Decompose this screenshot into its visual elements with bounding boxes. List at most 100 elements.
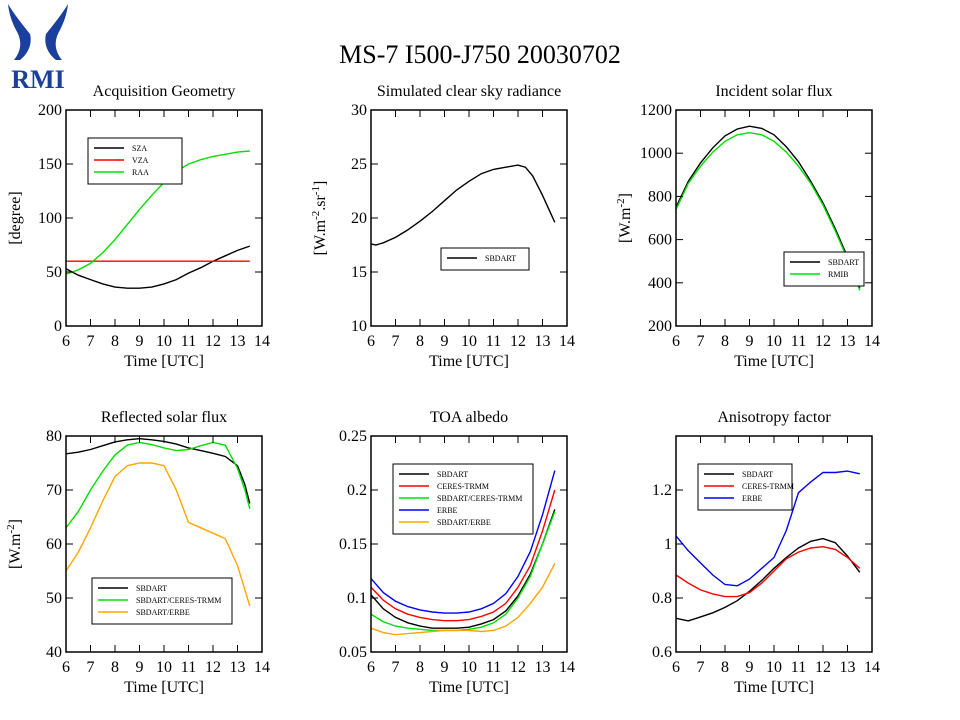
x-tick-label: 8	[416, 659, 424, 676]
y-tick-label: 1000	[640, 145, 672, 162]
x-tick-label: 8	[111, 659, 119, 676]
x-tick-label: 9	[441, 659, 449, 676]
y-axis-label-part: ]	[617, 193, 634, 198]
chart-title: Simulated clear sky radiance	[377, 83, 561, 100]
x-tick-label: 12	[510, 659, 526, 676]
x-tick-label: 7	[392, 333, 400, 350]
series-line-erbe	[676, 470, 860, 587]
y-axis-label-part: ]	[7, 519, 24, 524]
x-tick-label: 6	[672, 333, 680, 350]
x-tick-label: 14	[559, 333, 575, 350]
x-tick-label: 11	[181, 659, 196, 676]
x-tick-label: 9	[136, 333, 144, 350]
x-tick-label: 7	[392, 659, 400, 676]
x-tick-label: 11	[181, 333, 196, 350]
series-line-sbdart	[371, 509, 556, 629]
x-tick-label: 9	[441, 333, 449, 350]
legend-label: CERES-TRMM	[742, 482, 794, 491]
y-tick-label: 80	[46, 428, 62, 445]
series-line-sbdart	[371, 164, 556, 246]
y-tick-label: 0.2	[347, 482, 367, 499]
series-line-sza	[66, 245, 251, 289]
y-axis-label: [W.m-2.sr-1]	[310, 181, 329, 256]
y-tick-label: 10	[351, 318, 367, 335]
x-tick-label: 13	[535, 659, 551, 676]
y-tick-label: 30	[351, 102, 367, 119]
y-tick-label: 1	[664, 536, 672, 553]
page-title: MS-7 I500-J750 20030702	[339, 40, 621, 69]
y-tick-label: 1200	[640, 102, 672, 119]
legend-box	[783, 251, 865, 287]
y-tick-label: 1.2	[652, 482, 672, 499]
legend-box	[91, 577, 233, 625]
y-axis-label-part: .sr	[312, 195, 329, 211]
rmi-logo: RMI	[8, 4, 68, 92]
y-axis-label-part: [W.m	[7, 533, 24, 569]
series-line-sbdart-erbe	[371, 563, 556, 636]
x-tick-label: 14	[864, 333, 880, 350]
series-line-sbdart	[676, 537, 861, 622]
y-tick-label: 200	[648, 318, 672, 335]
series-line-sbdart	[676, 125, 861, 289]
legend-label: SBDART	[485, 254, 516, 263]
x-tick-label: 13	[840, 659, 856, 676]
y-tick-label: 50	[46, 264, 62, 281]
legend-label: SBDART/CERES-TRMM	[437, 494, 522, 503]
x-tick-label: 11	[791, 333, 806, 350]
x-tick-label: 9	[746, 333, 754, 350]
legend-box	[87, 137, 183, 185]
x-axis-label: Time [UTC]	[429, 353, 509, 370]
x-tick-label: 14	[559, 659, 575, 676]
x-tick-label: 13	[840, 333, 856, 350]
legend-label: VZA	[132, 156, 149, 165]
y-tick-label: 0	[54, 318, 62, 335]
chart-incident-solar-flux: Incident solar flux 6 7 8 9 10 11 12 13 14 200 400 6…	[615, 83, 880, 370]
x-tick-label: 12	[205, 659, 221, 676]
x-tick-label: 10	[461, 333, 477, 350]
series-line-sbdart-erbe	[66, 462, 251, 607]
chart-acquisition-geometry: Acquisition Geometry 6 7 8 9 10 11 12 13 14 0 50 100…	[7, 83, 270, 370]
y-tick-label: 0.8	[652, 590, 672, 607]
x-tick-label: 7	[697, 333, 705, 350]
x-axis-label: Time [UTC]	[734, 679, 814, 696]
legend-label: SBDART	[828, 258, 859, 267]
plot-frame	[370, 109, 568, 327]
chart-anisotropy-factor: Anisotropy factor 6 7 8 9 10 11 12 13 14 0.6 0.8 1 1.…	[652, 409, 880, 696]
y-axis-label: [W.m-2]	[5, 519, 24, 569]
x-tick-label: 13	[230, 333, 246, 350]
chart-title: Incident solar flux	[715, 83, 832, 100]
x-tick-label: 10	[766, 333, 782, 350]
x-tick-label: 14	[254, 333, 270, 350]
y-axis-label-part: -2	[5, 524, 17, 533]
y-tick-label: 100	[38, 210, 62, 227]
chart-clear-sky-radiance: Simulated clear sky radiance 6 7 8 9 10 11 12 13…	[310, 83, 575, 370]
x-tick-label: 8	[416, 333, 424, 350]
logo-emblem-right	[45, 4, 68, 60]
y-axis-label-part: ]	[312, 181, 329, 186]
legend-label: SBDART	[437, 470, 468, 479]
y-axis-label-part: [W.m	[617, 207, 634, 243]
x-tick-label: 13	[535, 333, 551, 350]
x-tick-label: 12	[510, 333, 526, 350]
x-tick-label: 11	[486, 333, 501, 350]
chart-title: Anisotropy factor	[717, 409, 831, 426]
y-tick-label: 600	[648, 232, 672, 249]
y-axis-label-part: -1	[310, 186, 322, 195]
x-tick-label: 10	[156, 333, 172, 350]
y-tick-label: 50	[46, 590, 62, 607]
x-tick-label: 8	[721, 659, 729, 676]
series-line-sbdart	[66, 437, 251, 504]
x-tick-label: 14	[864, 659, 880, 676]
legend-label: SBDART/CERES-TRMM	[136, 596, 221, 605]
chart-reflected-solar-flux: Reflected solar flux 6 7 8 9 10 11 12 13 14 40 50 60…	[5, 409, 270, 696]
x-axis-label: Time [UTC]	[429, 679, 509, 696]
x-tick-label: 13	[230, 659, 246, 676]
x-tick-label: 9	[746, 659, 754, 676]
series-line-sbdart-ceres-trmm	[66, 441, 251, 529]
x-tick-label: 10	[156, 659, 172, 676]
y-tick-label: 0.15	[339, 536, 367, 553]
x-tick-label: 8	[721, 333, 729, 350]
legend-label: ERBE	[742, 494, 763, 503]
series-line-raa	[66, 150, 250, 275]
legend-label: SBDART/ERBE	[136, 608, 190, 617]
